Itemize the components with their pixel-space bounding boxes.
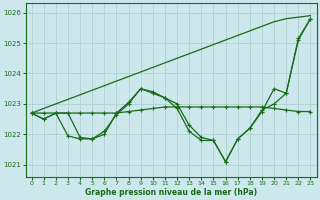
X-axis label: Graphe pression niveau de la mer (hPa): Graphe pression niveau de la mer (hPa) xyxy=(85,188,257,197)
